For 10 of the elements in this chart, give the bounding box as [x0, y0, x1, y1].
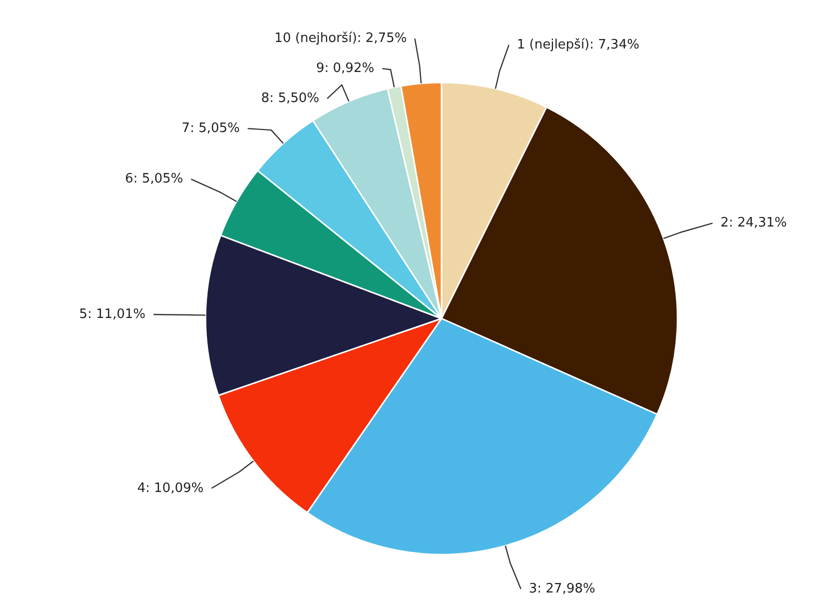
slice-label: 7: 5,05%: [182, 121, 240, 136]
slice-label: 5: 11,01%: [79, 307, 146, 322]
slice-label: 6: 5,05%: [125, 172, 184, 187]
slice-label: 3: 27,98%: [528, 582, 596, 597]
slice-label: 10 (nejhorší): 2,75%: [274, 31, 407, 46]
slice-label: 1 (nejlepší): 7,34%: [516, 37, 640, 52]
slice-label: 8: 5,50%: [261, 91, 320, 106]
slice-label: 4: 10,09%: [137, 480, 204, 496]
slice-label: 9: 0,92%: [316, 61, 374, 76]
slice-label: 2: 24,31%: [720, 216, 787, 231]
